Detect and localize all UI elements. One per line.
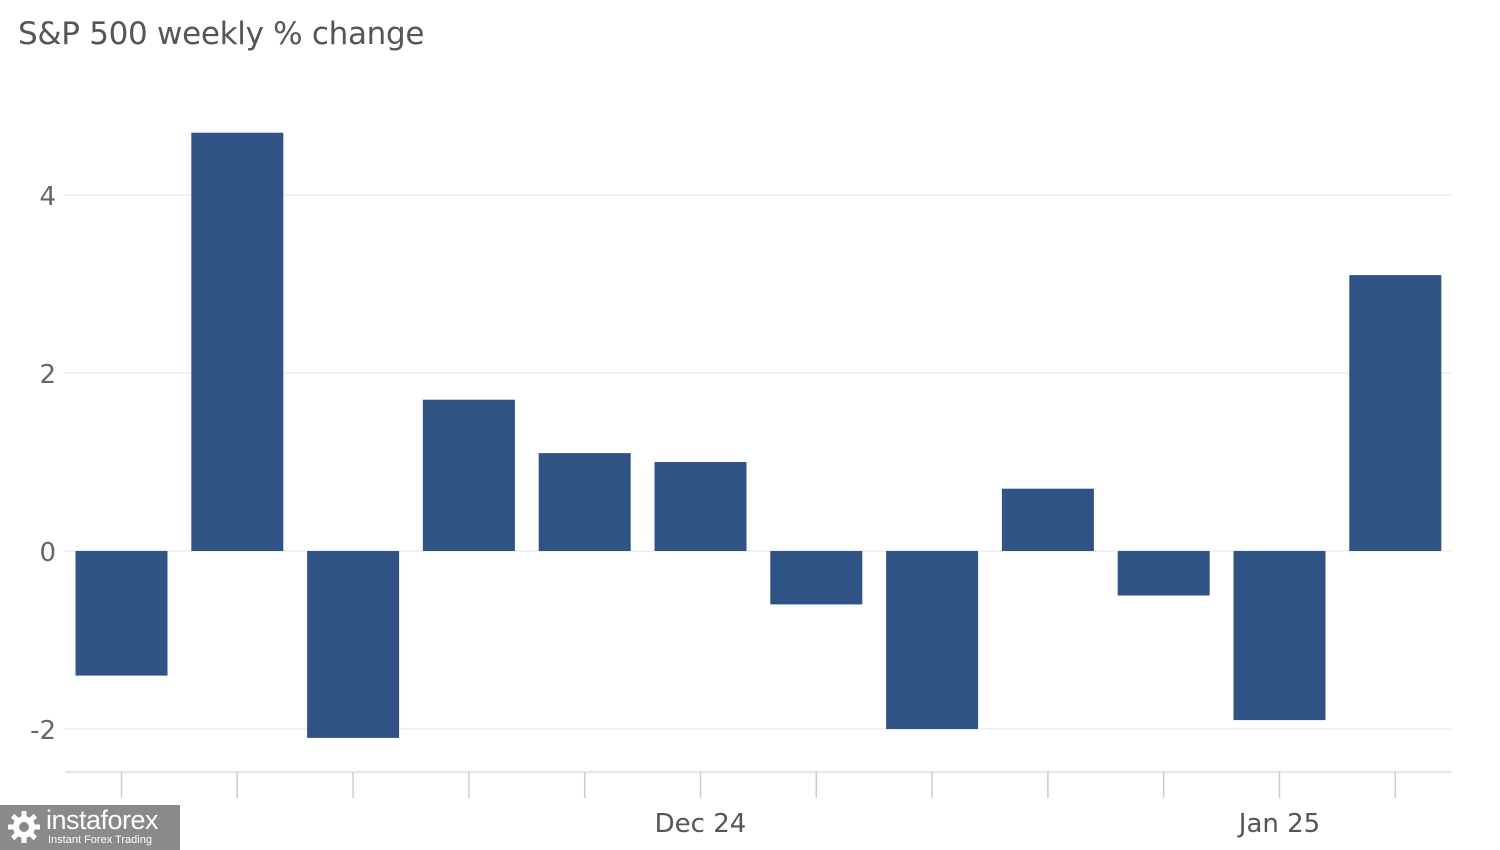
y-tick-labels: -2 0 2 4 xyxy=(30,182,56,746)
bar xyxy=(1233,551,1326,721)
y-tick-label: 0 xyxy=(39,538,56,568)
bar xyxy=(191,132,284,551)
y-tick-label: -2 xyxy=(30,716,56,746)
bar xyxy=(886,551,979,729)
x-tick-label: Jan 25 xyxy=(1237,809,1320,839)
gear-logo-icon xyxy=(8,811,40,843)
bar xyxy=(422,399,515,551)
x-tick-labels: Dec 24 Jan 25 xyxy=(655,809,1321,839)
x-axis xyxy=(65,771,1452,798)
bar xyxy=(1349,275,1442,551)
grid-lines xyxy=(63,194,1452,730)
y-tick-label: 2 xyxy=(39,360,56,390)
bar xyxy=(75,551,168,676)
y-tick-label: 4 xyxy=(39,182,56,212)
watermark-brand: instaforex xyxy=(46,805,159,835)
bar xyxy=(1001,488,1094,551)
x-tick-label: Dec 24 xyxy=(655,809,747,839)
bars xyxy=(75,132,1442,738)
bar xyxy=(538,453,631,551)
bar xyxy=(307,551,400,738)
bar xyxy=(1117,551,1210,596)
bar xyxy=(770,551,863,605)
instaforex-watermark: instaforex Instant Forex Trading xyxy=(0,805,180,850)
bar xyxy=(654,462,747,551)
watermark-tagline: Instant Forex Trading xyxy=(48,834,152,846)
chart-title: S&P 500 weekly % change xyxy=(18,16,425,52)
